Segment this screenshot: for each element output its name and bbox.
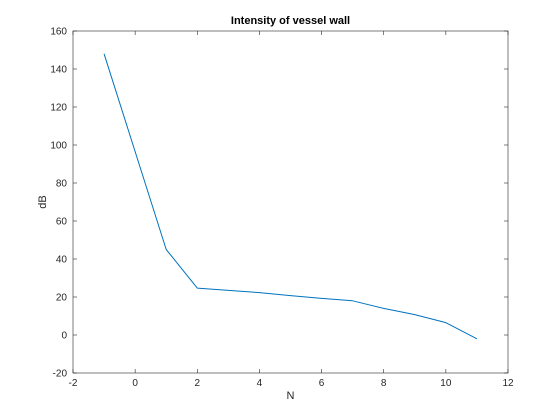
x-tick-label: 10	[440, 378, 452, 389]
x-tick-label: 0	[132, 378, 138, 389]
axes-box	[72, 30, 509, 374]
y-tick-label: 0	[61, 331, 67, 342]
series-layer	[103, 53, 478, 340]
x-tick-label: -2	[69, 378, 78, 389]
y-tick-label: 20	[56, 293, 68, 304]
y-tick-label: 160	[50, 27, 67, 38]
x-tick-label: 2	[195, 378, 201, 389]
y-tick-label: 60	[56, 217, 68, 228]
y-tick-label: 140	[50, 65, 67, 76]
y-axis: -20 0 20 40 60 80 100 120 140 160	[50, 27, 508, 380]
x-tick-label: 4	[257, 378, 263, 389]
y-tick-label: 40	[56, 255, 68, 266]
chart-title: Intensity of vessel wall	[231, 15, 350, 27]
x-tick-label: 12	[502, 378, 514, 389]
x-tick-label: 6	[319, 378, 325, 389]
x-axis: -2 0 2 4 6 8 10 12	[69, 31, 514, 389]
y-axis-label: dB	[37, 195, 49, 208]
y-tick-label: -20	[53, 369, 68, 380]
plot-area	[73, 31, 508, 373]
series-line-0	[103, 53, 478, 340]
x-tick-label: 8	[381, 378, 387, 389]
x-axis-label: N	[287, 390, 295, 402]
y-tick-label: 120	[50, 103, 67, 114]
y-tick-label: 100	[50, 141, 67, 152]
y-tick-label: 80	[56, 179, 68, 190]
